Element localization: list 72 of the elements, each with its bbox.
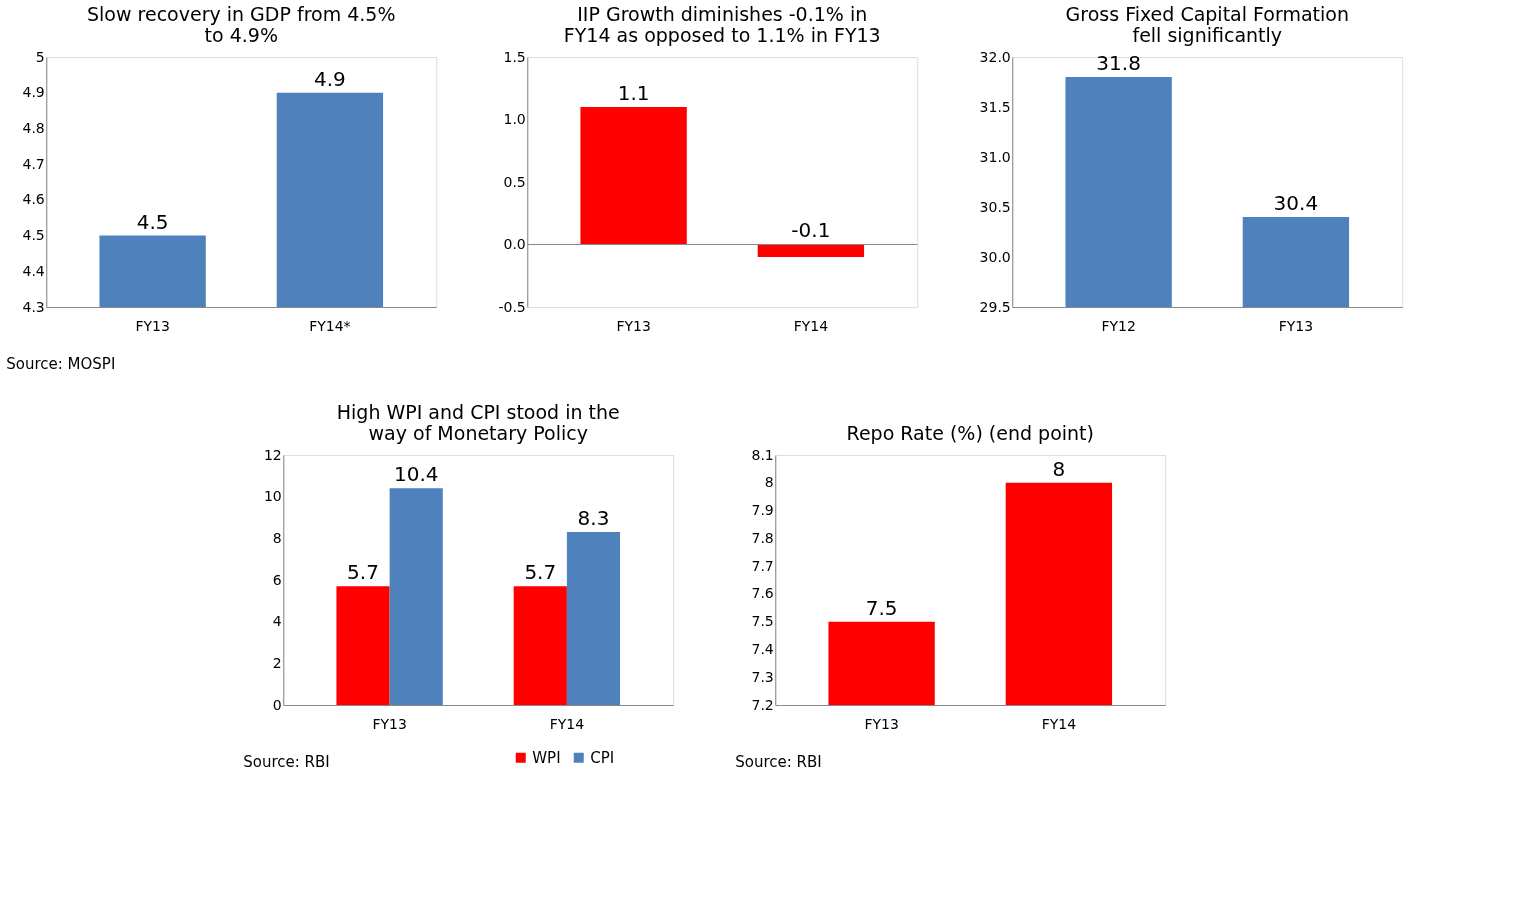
y-tick-label: 1.0 [503, 111, 526, 127]
source-note: Source: RBI [735, 753, 822, 771]
y-tick-label: 31.5 [979, 98, 1011, 115]
source-note: Source: RBI [243, 753, 330, 771]
chart-title: Gross Fixed Capital Formation fell significantly [1065, 3, 1349, 46]
y-tick-label: 30.0 [979, 248, 1011, 265]
legend-label: CPI [590, 748, 615, 767]
y-tick-label: 8.1 [751, 446, 774, 463]
data-label: -0.1 [791, 218, 831, 242]
y-tick-label: -0.5 [498, 298, 526, 315]
y-tick-label: 6 [272, 571, 282, 588]
y-tick-label: 7.6 [751, 585, 774, 602]
data-label: 4.5 [136, 209, 169, 234]
x-tick-label: FY14* [309, 317, 351, 334]
bar [513, 586, 567, 705]
y-tick-label: 7.4 [751, 640, 774, 657]
data-label: 8 [1052, 456, 1066, 481]
x-tick-label: FY14 [549, 715, 585, 732]
bar [389, 488, 443, 705]
bar [566, 532, 621, 705]
y-tick-label: 7.8 [751, 529, 774, 546]
y-tick-label: 4.5 [22, 227, 45, 244]
y-tick-label: 4.4 [22, 262, 45, 279]
x-tick-label: FY13 [616, 317, 651, 334]
legend-label: WPI [532, 748, 561, 767]
x-tick-label: FY14 [1041, 715, 1077, 732]
chart-title: IIP Growth diminishes -0.1% in FY14 as opposed to 1.1% in FY13 [563, 3, 881, 46]
y-tick-label: 29.5 [979, 298, 1011, 315]
data-label: 7.5 [865, 595, 898, 620]
y-tick-label: 7.7 [751, 557, 774, 574]
y-tick-label: 7.2 [751, 696, 774, 713]
chart-title: Repo Rate (%) (end point) [846, 422, 1094, 444]
data-label: 31.8 [1096, 51, 1141, 75]
y-tick-label: 8 [272, 529, 282, 546]
y-tick-label: 0.5 [503, 173, 526, 190]
y-tick-label: 30.5 [979, 198, 1011, 215]
y-tick-label: 5 [35, 48, 45, 65]
x-tick-label: FY13 [135, 317, 170, 334]
data-label: 10.4 [393, 462, 439, 487]
x-tick-label: FY12 [1101, 317, 1136, 334]
y-tick-label: 31.0 [979, 148, 1011, 165]
source-note: Source: MOSPI [6, 355, 116, 373]
y-tick-label: 10 [263, 488, 282, 505]
data-label: 30.4 [1273, 191, 1319, 215]
x-tick-label: FY13 [1278, 317, 1314, 334]
chart-title: High WPI and CPI stood in the way of Monetary Policy [336, 401, 620, 444]
y-tick-label: 2 [272, 654, 282, 671]
y-tick-label: 0.0 [503, 236, 526, 252]
y-tick-label: 12 [263, 446, 282, 463]
y-tick-label: 4.3 [22, 298, 45, 315]
y-tick-label: 7.9 [751, 502, 774, 519]
y-tick-label: 8 [764, 474, 774, 491]
data-label: 8.3 [577, 506, 610, 531]
bar [336, 586, 390, 705]
chart-title: Slow recovery in GDP from 4.5% to 4.9% [87, 3, 396, 46]
y-tick-label: 4.8 [22, 119, 45, 136]
data-label: 5.7 [347, 560, 379, 585]
x-tick-label: FY14 [793, 317, 829, 334]
x-tick-label: FY13 [864, 715, 899, 732]
y-tick-label: 4 [272, 613, 282, 630]
y-tick-label: 4.6 [22, 191, 45, 208]
y-tick-label: 7.3 [751, 668, 774, 685]
data-label: 1.1 [617, 81, 650, 105]
data-label: 5.7 [524, 560, 557, 585]
y-tick-label: 1.5 [503, 48, 526, 65]
data-label: 4.9 [313, 66, 346, 91]
y-tick-label: 4.9 [22, 84, 45, 101]
y-tick-label: 32.0 [979, 48, 1011, 65]
y-tick-label: 0 [272, 696, 282, 713]
x-tick-label: FY13 [372, 715, 407, 732]
y-tick-label: 4.7 [22, 155, 45, 172]
y-tick-label: 7.5 [751, 613, 774, 630]
